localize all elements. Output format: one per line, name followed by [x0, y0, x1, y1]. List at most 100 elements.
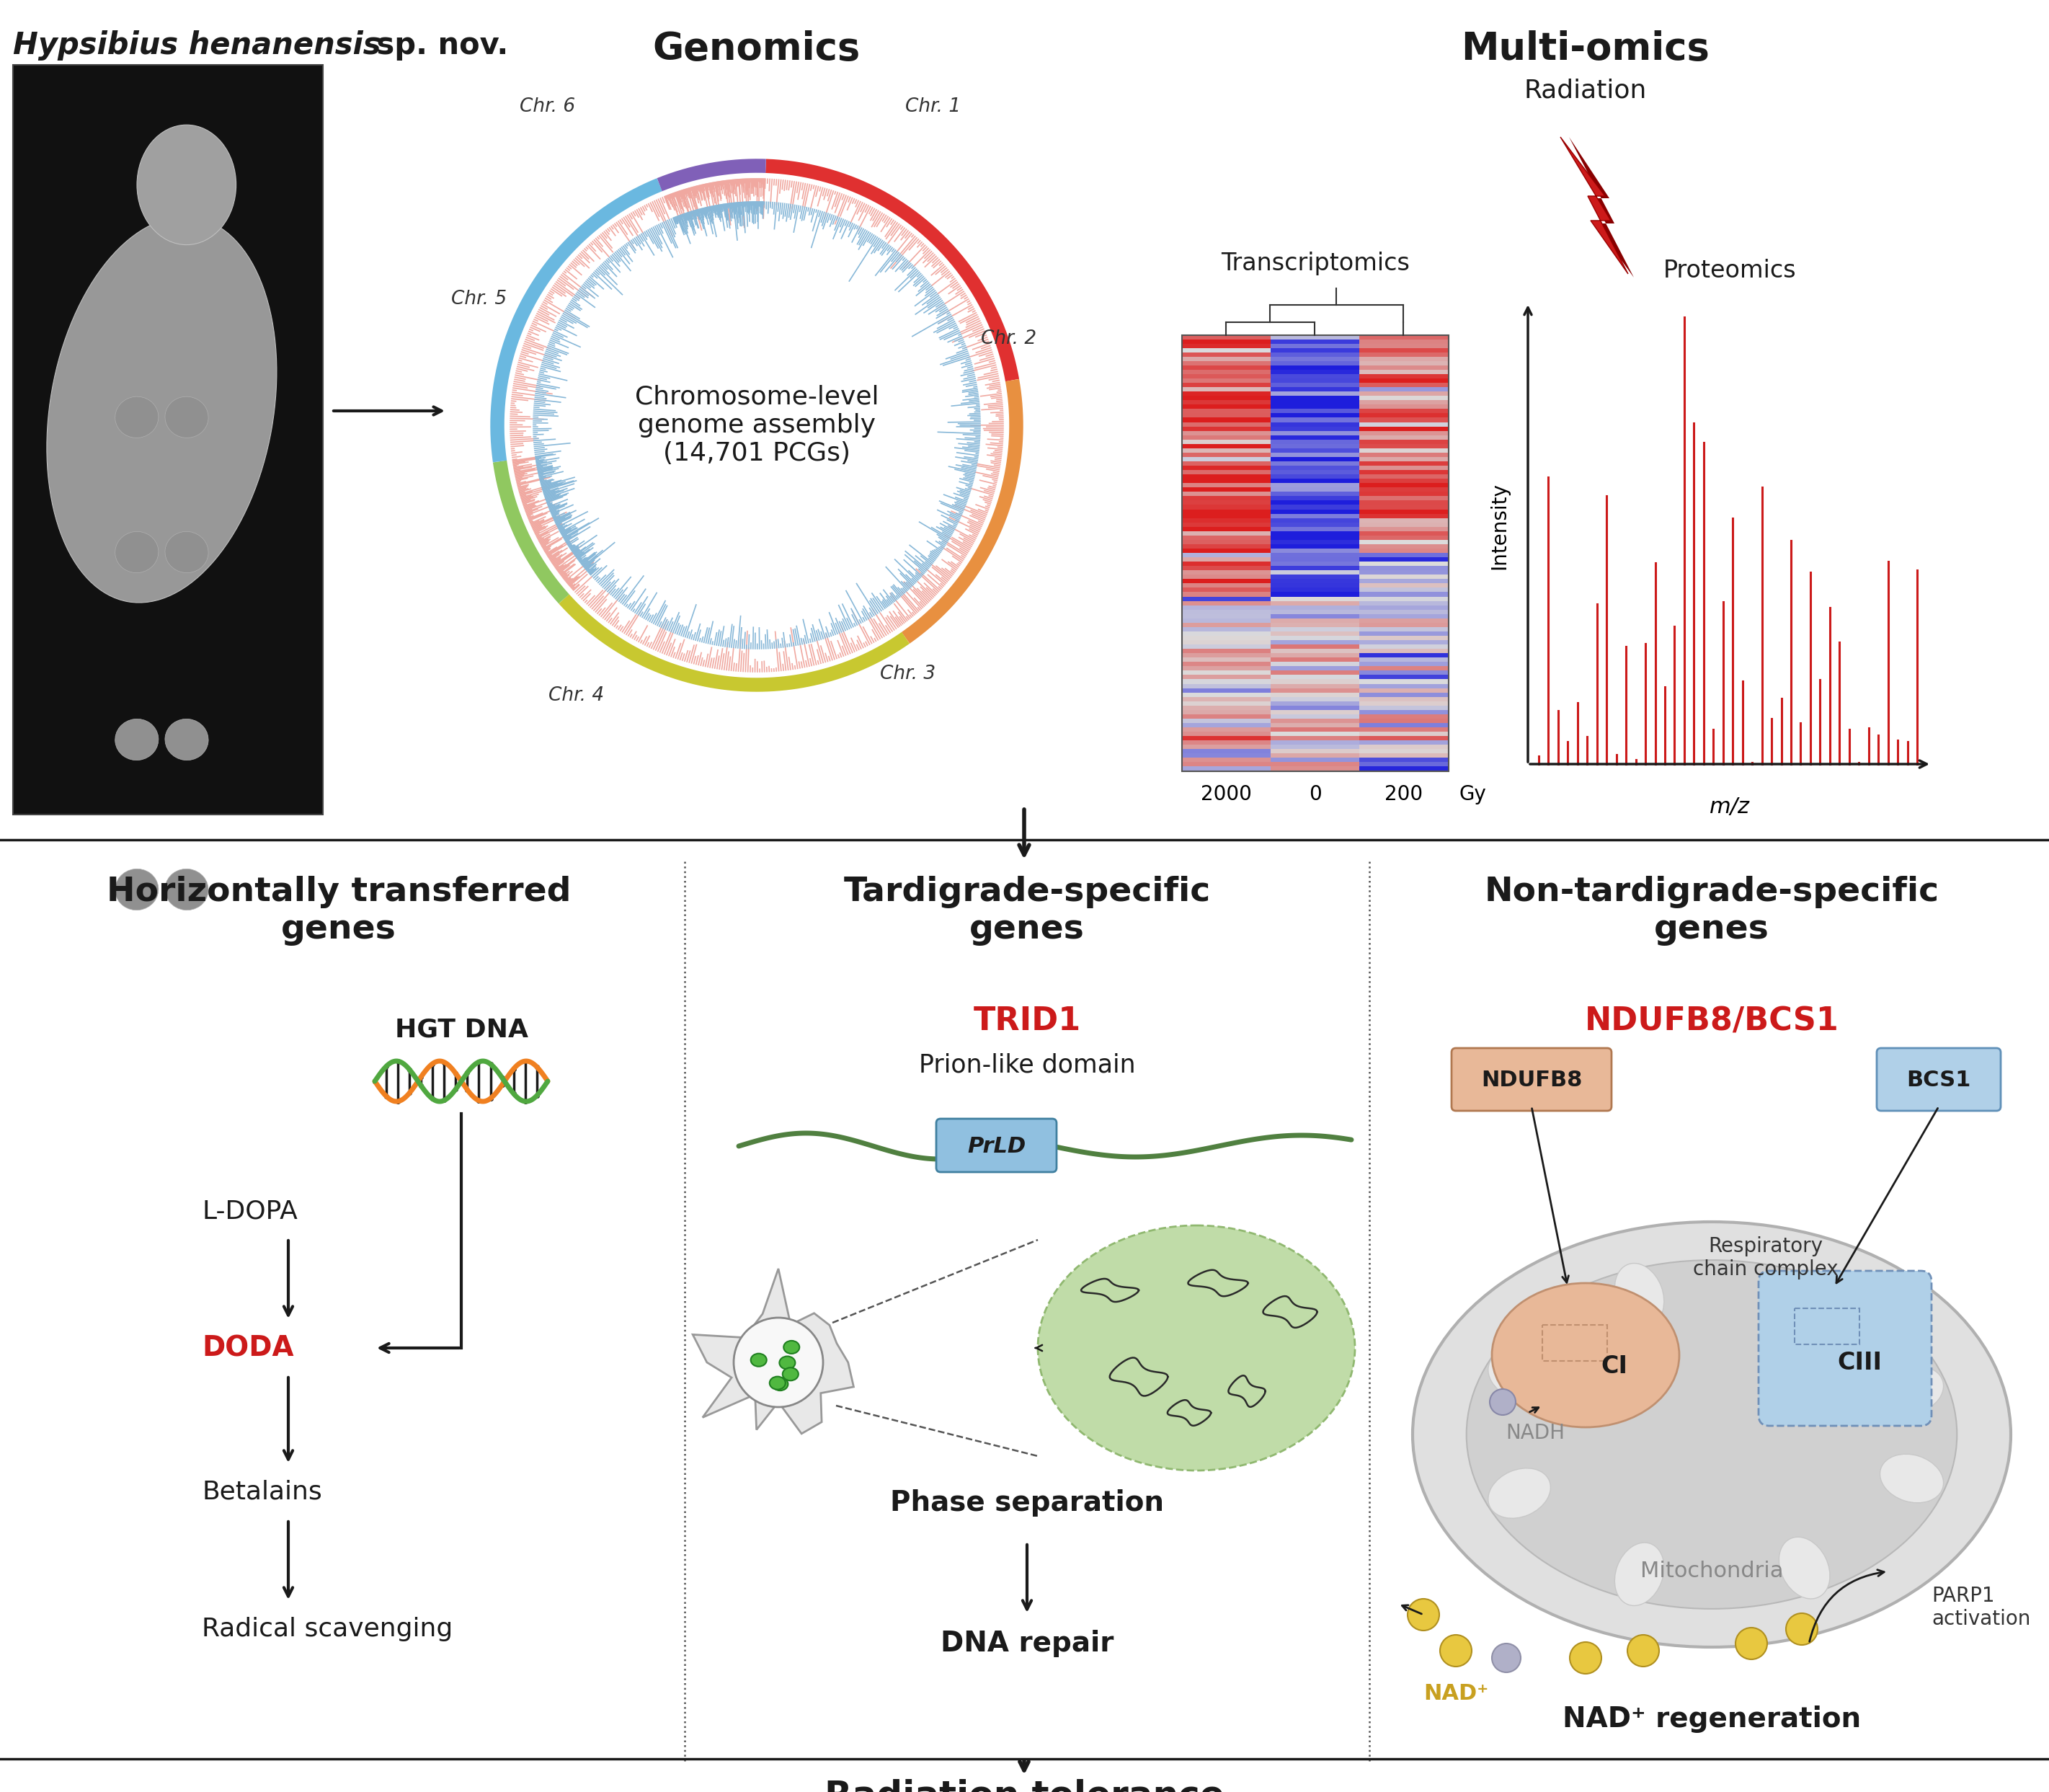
- Bar: [1358, 461, 1449, 468]
- Bar: [1182, 579, 1270, 584]
- Bar: [1270, 500, 1361, 505]
- Text: Hypsibius henanensis: Hypsibius henanensis: [12, 30, 381, 61]
- Bar: [1182, 484, 1270, 489]
- Circle shape: [1440, 1634, 1471, 1667]
- Bar: [1270, 518, 1361, 523]
- Bar: [1182, 753, 1270, 760]
- Text: Chromosome-level
genome assembly
(14,701 PCGs): Chromosome-level genome assembly (14,701…: [635, 385, 879, 466]
- Text: Chr. 3: Chr. 3: [881, 665, 936, 683]
- Bar: [1358, 396, 1449, 401]
- Text: Radiation tolerance: Radiation tolerance: [824, 1779, 1223, 1792]
- Bar: [1182, 670, 1270, 676]
- Bar: [1358, 505, 1449, 511]
- Bar: [1270, 740, 1361, 745]
- Text: Genomics: Genomics: [654, 30, 861, 68]
- Bar: [1182, 740, 1270, 745]
- Bar: [1270, 369, 1361, 376]
- Bar: [1182, 339, 1270, 346]
- Text: 200: 200: [1385, 785, 1422, 805]
- Text: TRID1: TRID1: [973, 1005, 1080, 1036]
- Bar: [1182, 444, 1270, 450]
- Bar: [1358, 509, 1449, 516]
- Text: Multi-omics: Multi-omics: [1461, 30, 1709, 68]
- Bar: [1358, 652, 1449, 659]
- Bar: [1182, 627, 1270, 633]
- Bar: [1182, 478, 1270, 484]
- Bar: [1182, 378, 1270, 383]
- Bar: [1270, 749, 1361, 754]
- Bar: [1270, 557, 1361, 563]
- Bar: [1270, 383, 1361, 389]
- Bar: [1358, 378, 1449, 383]
- Bar: [1358, 710, 1449, 715]
- Bar: [1270, 444, 1361, 450]
- FancyBboxPatch shape: [1877, 1048, 2000, 1111]
- Bar: [1358, 491, 1449, 498]
- Bar: [1182, 570, 1270, 575]
- Bar: [1182, 749, 1270, 754]
- Text: DNA repair: DNA repair: [940, 1629, 1115, 1658]
- Bar: [1358, 631, 1449, 638]
- Bar: [1358, 400, 1449, 405]
- Ellipse shape: [1492, 1283, 1680, 1426]
- Bar: [1270, 344, 1361, 349]
- Bar: [1182, 636, 1270, 642]
- Bar: [1358, 749, 1449, 754]
- Ellipse shape: [166, 719, 209, 760]
- Bar: [1182, 348, 1270, 355]
- FancyBboxPatch shape: [1758, 1271, 1932, 1426]
- Bar: [1270, 335, 1361, 340]
- Ellipse shape: [750, 1353, 766, 1367]
- Bar: [1358, 475, 1449, 480]
- Bar: [1270, 412, 1361, 419]
- Bar: [1182, 762, 1270, 767]
- Bar: [1182, 631, 1270, 638]
- Text: PrLD: PrLD: [967, 1136, 1027, 1156]
- Bar: [1182, 652, 1270, 659]
- Bar: [1270, 649, 1361, 654]
- Bar: [1358, 348, 1449, 355]
- Bar: [1270, 636, 1361, 642]
- Bar: [1182, 418, 1270, 423]
- Bar: [1270, 432, 1361, 437]
- Bar: [1270, 353, 1361, 358]
- Text: CI: CI: [1600, 1355, 1627, 1378]
- Bar: [1182, 432, 1270, 437]
- Text: sp. nov.: sp. nov.: [367, 30, 508, 61]
- Text: Betalains: Betalains: [201, 1480, 322, 1505]
- Ellipse shape: [137, 125, 236, 246]
- Bar: [1358, 649, 1449, 654]
- Bar: [1358, 353, 1449, 358]
- Bar: [1358, 575, 1449, 581]
- Bar: [1270, 661, 1361, 667]
- Bar: [1182, 426, 1270, 432]
- Text: NAD⁺ regeneration: NAD⁺ regeneration: [1563, 1706, 1860, 1733]
- Text: PARP1
activation: PARP1 activation: [1932, 1586, 2031, 1629]
- Bar: [1270, 670, 1361, 676]
- Text: Prion-like domain: Prion-like domain: [918, 1052, 1135, 1077]
- Bar: [1358, 548, 1449, 554]
- Bar: [1358, 597, 1449, 602]
- Bar: [1182, 505, 1270, 511]
- Bar: [1182, 362, 1270, 367]
- Bar: [1182, 383, 1270, 389]
- Bar: [1182, 409, 1270, 414]
- Bar: [1182, 731, 1270, 738]
- Text: Chr. 1: Chr. 1: [906, 97, 961, 116]
- Polygon shape: [1561, 136, 1629, 274]
- Circle shape: [1570, 1641, 1602, 1674]
- Bar: [1270, 591, 1361, 597]
- Bar: [1270, 697, 1361, 702]
- Bar: [1270, 466, 1361, 471]
- Bar: [1358, 627, 1449, 633]
- Bar: [1358, 518, 1449, 523]
- Ellipse shape: [783, 1367, 799, 1380]
- Bar: [1182, 767, 1270, 772]
- Bar: [1358, 444, 1449, 450]
- Bar: [1270, 418, 1361, 423]
- Bar: [1270, 597, 1361, 602]
- Bar: [1270, 600, 1361, 607]
- Bar: [1270, 357, 1361, 362]
- Bar: [1270, 487, 1361, 493]
- Bar: [1182, 527, 1270, 532]
